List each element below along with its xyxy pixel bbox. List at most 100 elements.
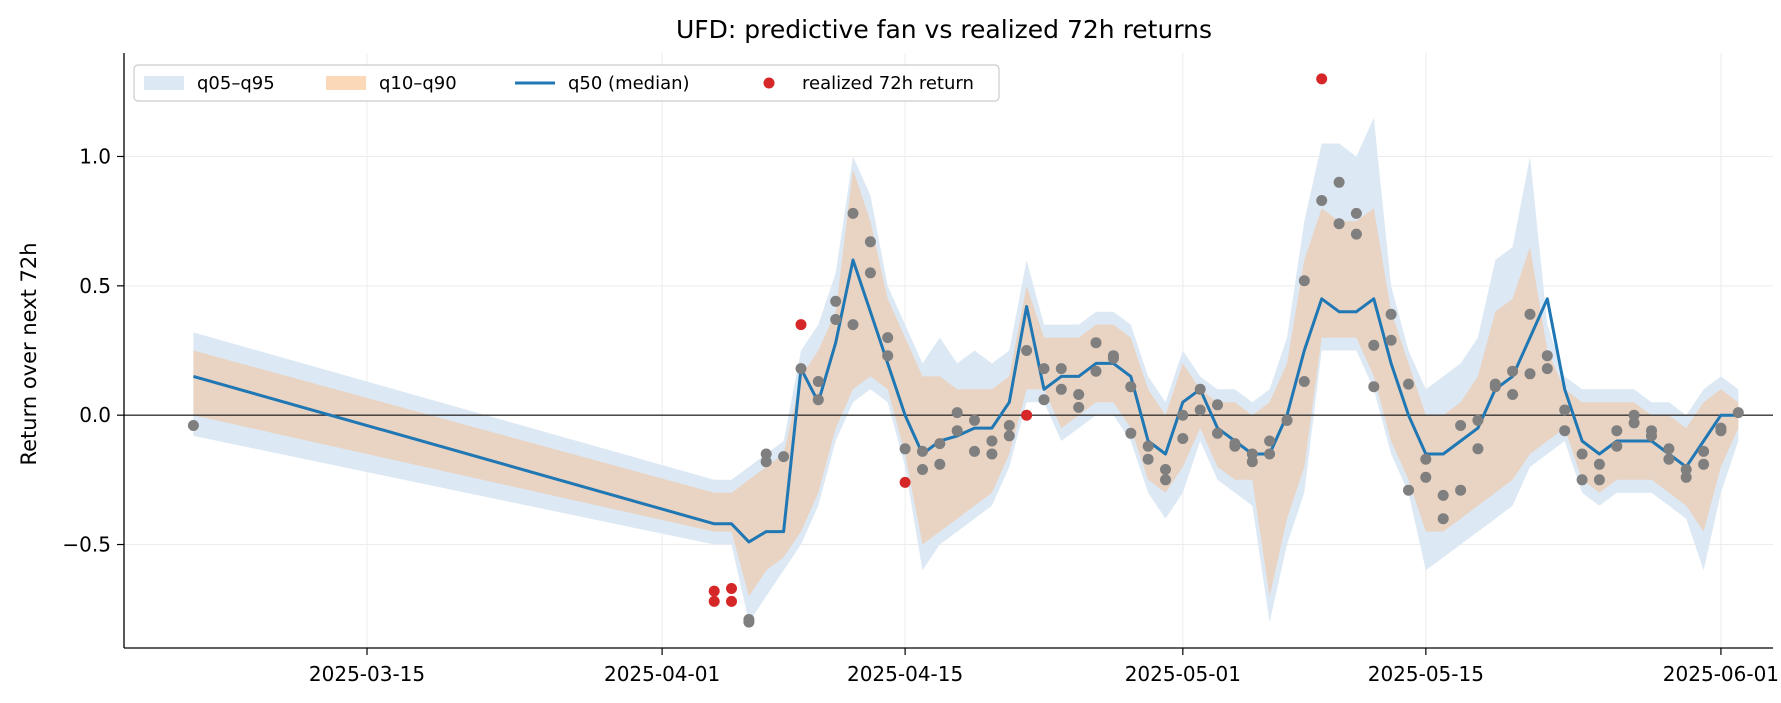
x-tick-label: 2025-05-15 bbox=[1368, 662, 1484, 686]
axes: 2025-03-15 2025-04-01 2025-04-15 2025-05-01… bbox=[62, 53, 1779, 686]
realized-point bbox=[1698, 458, 1710, 470]
realized-point bbox=[1264, 448, 1276, 460]
legend-label: q10–q90 bbox=[379, 73, 457, 94]
legend: q05–q95 q10–q90 q50 (median) realized 72h r… bbox=[133, 64, 1000, 102]
x-tick-label: 2025-04-01 bbox=[604, 662, 720, 686]
realized-point bbox=[1350, 207, 1362, 219]
realized-point bbox=[1593, 458, 1605, 470]
realized-point bbox=[882, 332, 894, 344]
realized-point bbox=[1420, 453, 1432, 465]
realized-point bbox=[812, 394, 824, 406]
realized-point bbox=[760, 448, 772, 460]
realized-point bbox=[1420, 471, 1432, 483]
realized-point bbox=[1732, 407, 1744, 419]
realized-point bbox=[1212, 399, 1223, 411]
realized-point bbox=[1576, 474, 1588, 486]
realized-point bbox=[1142, 453, 1154, 465]
realized-point bbox=[1177, 433, 1189, 444]
realized-point bbox=[1194, 383, 1206, 395]
realized-point bbox=[1142, 440, 1154, 452]
legend-label: q05–q95 bbox=[197, 73, 275, 94]
band-q10-q90 bbox=[193, 169, 1739, 597]
realized-point bbox=[830, 314, 842, 325]
y-tick-label: −0.5 bbox=[62, 533, 111, 557]
realized-point bbox=[1524, 368, 1536, 380]
legend-swatch-band bbox=[326, 76, 366, 90]
realized-point bbox=[1507, 365, 1519, 377]
realized-point bbox=[1663, 443, 1675, 455]
legend-swatch-point bbox=[763, 77, 775, 89]
realized-point bbox=[1038, 394, 1050, 406]
realized-point bbox=[1125, 381, 1137, 393]
realized-point bbox=[1559, 404, 1571, 416]
y-tick-label: 0.5 bbox=[79, 274, 111, 298]
realized-point bbox=[1559, 425, 1571, 437]
legend-box bbox=[133, 64, 1000, 102]
realized-point bbox=[1403, 378, 1414, 390]
realized-point bbox=[1628, 409, 1640, 421]
realized-point bbox=[1038, 363, 1050, 375]
realized-point bbox=[1663, 453, 1675, 465]
realized-point bbox=[726, 583, 737, 594]
realized-point bbox=[1593, 474, 1605, 486]
x-tick-label: 2025-06-01 bbox=[1663, 662, 1779, 686]
x-tick-label: 2025-05-01 bbox=[1125, 662, 1241, 686]
realized-point bbox=[917, 464, 928, 475]
realized-point bbox=[1003, 420, 1015, 431]
legend-label: q50 (median) bbox=[568, 73, 690, 94]
realized-point bbox=[1489, 378, 1501, 390]
realized-point bbox=[726, 595, 737, 607]
realized-point bbox=[1350, 228, 1362, 240]
realized-point bbox=[795, 363, 807, 375]
realized-point bbox=[1385, 308, 1397, 320]
realized-point bbox=[1160, 464, 1171, 475]
realized-point bbox=[986, 448, 998, 460]
realized-point bbox=[1455, 484, 1467, 496]
realized-point bbox=[1246, 456, 1258, 468]
realized-point bbox=[1541, 350, 1553, 362]
realized-point bbox=[1715, 425, 1727, 437]
realized-point bbox=[1281, 414, 1293, 426]
realized-point bbox=[1264, 435, 1276, 447]
realized-point bbox=[951, 425, 963, 437]
realized-point bbox=[778, 451, 790, 463]
realized-point bbox=[969, 414, 980, 426]
realized-points bbox=[187, 73, 1744, 628]
realized-point bbox=[1298, 376, 1310, 387]
realized-point bbox=[1472, 414, 1484, 426]
realized-point bbox=[1403, 484, 1414, 496]
x-tick-label: 2025-04-15 bbox=[847, 662, 963, 686]
realized-point bbox=[1611, 425, 1623, 437]
realized-point bbox=[1194, 404, 1206, 416]
realized-point bbox=[847, 319, 859, 331]
realized-point bbox=[1298, 275, 1310, 287]
realized-point bbox=[1073, 389, 1085, 400]
x-tick-label: 2025-03-15 bbox=[309, 662, 425, 686]
realized-point bbox=[1628, 417, 1640, 429]
realized-point bbox=[917, 445, 928, 457]
legend-swatch-band bbox=[144, 76, 184, 90]
realized-point bbox=[1021, 345, 1033, 356]
realized-point bbox=[1385, 334, 1397, 346]
realized-point bbox=[1455, 420, 1467, 431]
realized-point bbox=[1107, 350, 1119, 362]
realized-point bbox=[847, 207, 859, 219]
realized-point bbox=[1680, 471, 1692, 483]
realized-point bbox=[1524, 308, 1536, 320]
realized-point bbox=[1698, 445, 1710, 457]
realized-point bbox=[1333, 218, 1345, 230]
realized-point bbox=[934, 458, 946, 470]
realized-point bbox=[1090, 365, 1102, 377]
realized-point bbox=[760, 456, 772, 468]
realized-point bbox=[1437, 513, 1449, 525]
y-tick-label: 0.0 bbox=[79, 403, 111, 427]
chart-title: UFD: predictive fan vs realized 72h retu… bbox=[676, 15, 1212, 44]
realized-point bbox=[743, 616, 755, 628]
realized-point bbox=[1646, 430, 1657, 442]
realized-point bbox=[864, 236, 876, 248]
realized-point bbox=[812, 376, 824, 387]
realized-point bbox=[1160, 474, 1171, 486]
quantile-bands bbox=[193, 117, 1739, 623]
realized-point bbox=[708, 595, 720, 607]
realized-point bbox=[1333, 176, 1345, 188]
